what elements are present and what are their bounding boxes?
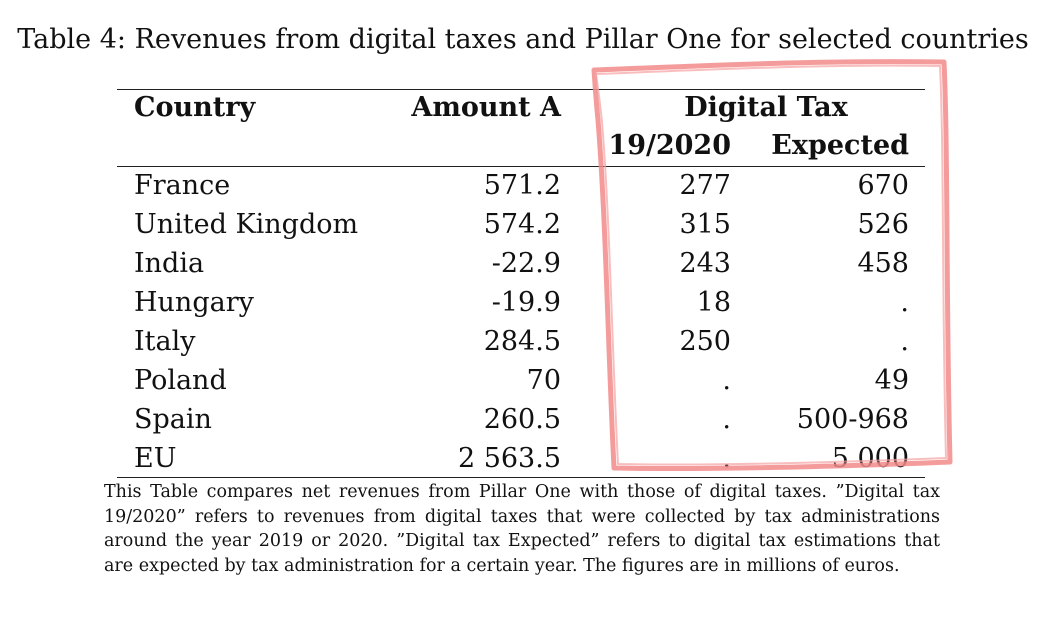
cell-amount-a: 284.5 <box>483 326 561 357</box>
table-caption: Table 4: Revenues from digital taxes and… <box>17 24 1029 55</box>
table-bottom-rule <box>117 477 925 478</box>
table-note: This Table compares net revenues from Pi… <box>104 482 940 576</box>
cell-country: Poland <box>134 365 227 396</box>
cell-digital-tax-19-2020: 243 <box>679 248 731 279</box>
cell-digital-tax-19-2020: 250 <box>679 326 731 357</box>
cell-digital-tax-19-2020: . <box>722 404 731 435</box>
header-digital-tax-19-2020: 19/2020 <box>608 130 731 161</box>
cell-country: Hungary <box>134 287 254 318</box>
cell-digital-tax-expected: 526 <box>857 209 909 240</box>
cell-digital-tax-19-2020: 315 <box>679 209 731 240</box>
cell-digital-tax-expected: . <box>900 326 909 357</box>
header-digital-tax-expected: Expected <box>771 130 909 161</box>
cell-digital-tax-expected: 5 000 <box>831 443 909 474</box>
cell-digital-tax-expected: 670 <box>857 170 909 201</box>
cell-amount-a: 70 <box>526 365 561 396</box>
cell-country: India <box>134 248 205 279</box>
cell-amount-a: -19.9 <box>491 287 561 318</box>
cell-digital-tax-expected: . <box>900 287 909 318</box>
header-amount-a: Amount A <box>411 92 561 123</box>
header-country: Country <box>134 92 256 123</box>
cell-amount-a: 2 563.5 <box>457 443 561 474</box>
cell-digital-tax-expected: 500-968 <box>796 404 909 435</box>
cell-country: Italy <box>134 326 196 357</box>
cell-digital-tax-19-2020: 18 <box>696 287 731 318</box>
cell-digital-tax-19-2020: 277 <box>679 170 731 201</box>
table-header-rule <box>117 166 925 167</box>
cell-digital-tax-expected: 458 <box>857 248 909 279</box>
cell-country: Spain <box>134 404 212 435</box>
cell-country: EU <box>134 443 177 474</box>
cell-amount-a: -22.9 <box>491 248 561 279</box>
header-digital-tax: Digital Tax <box>684 92 848 123</box>
cell-country: United Kingdom <box>134 209 359 240</box>
cell-amount-a: 574.2 <box>483 209 561 240</box>
cell-digital-tax-19-2020: . <box>722 443 731 474</box>
cell-amount-a: 260.5 <box>483 404 561 435</box>
cell-digital-tax-expected: 49 <box>874 365 909 396</box>
cell-amount-a: 571.2 <box>483 170 561 201</box>
cell-country: France <box>134 170 231 201</box>
cell-digital-tax-19-2020: . <box>722 365 731 396</box>
table-top-rule <box>117 89 925 90</box>
